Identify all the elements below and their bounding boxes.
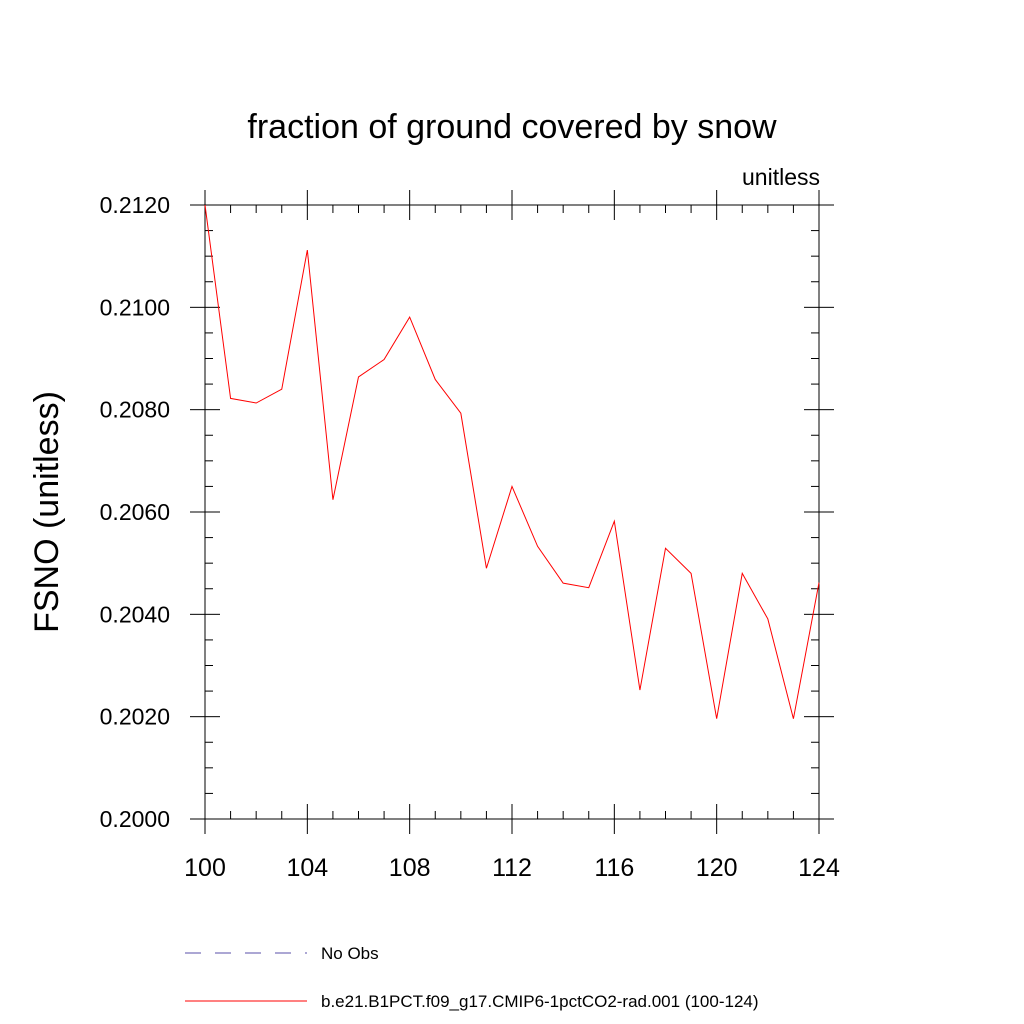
x-tick-label: 116	[594, 854, 634, 882]
axis-ticks: 100 104 108 112 116 120 124 0.2000 0.2020 0.2040 0…	[100, 190, 840, 882]
y-tick-label: 0.2040	[100, 601, 170, 627]
chart-title: fraction of ground covered by snow	[247, 108, 777, 146]
x-tick-label: 104	[286, 854, 328, 882]
x-tick-label: 124	[798, 854, 840, 882]
legend: No Obs b.e21.B1PCT.f09_g17.CMIP6-1pctCO2-…	[185, 944, 759, 1011]
plot-frame	[204, 204, 820, 820]
legend-label: No Obs	[321, 944, 379, 963]
x-tick-label: 120	[696, 854, 738, 882]
x-tick-label: 108	[389, 854, 431, 882]
y-tick-label: 0.2120	[100, 192, 170, 218]
y-tick-label: 0.2060	[100, 499, 170, 525]
x-tick-label: 112	[492, 854, 532, 882]
y-tick-label: 0.2020	[100, 704, 170, 730]
y-tick-label: 0.2100	[100, 294, 170, 320]
y-axis-label: FSNO (unitless)	[28, 391, 66, 633]
series-layer	[204, 204, 820, 719]
y-tick-label: 0.2080	[100, 397, 170, 423]
legend-label: b.e21.B1PCT.f09_g17.CMIP6-1pctCO2-rad.00…	[321, 992, 759, 1011]
series-line	[204, 204, 820, 719]
x-tick-label: 100	[184, 854, 226, 882]
units-label: unitless	[742, 164, 820, 190]
y-tick-label: 0.2000	[100, 806, 170, 832]
